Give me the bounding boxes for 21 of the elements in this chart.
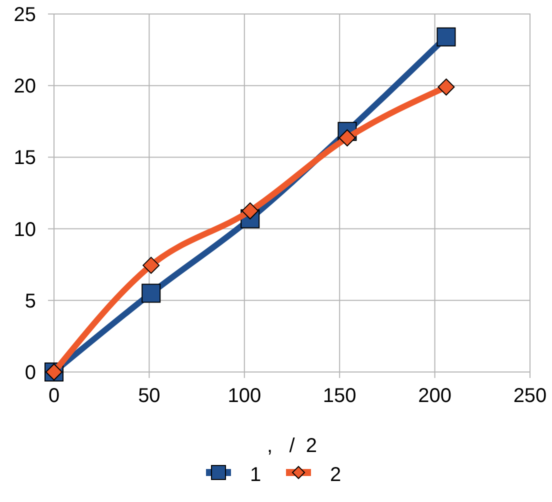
point <box>438 78 455 96</box>
y-tick-label: 25 <box>14 4 36 26</box>
point <box>242 202 259 220</box>
x-tick-label: 0 <box>48 385 60 407</box>
y-tick-label: 15 <box>14 147 36 170</box>
y-tick-label: 5 <box>24 290 36 312</box>
x-axis-title: , / 2 <box>266 435 318 457</box>
y-tick-label: 20 <box>14 76 36 98</box>
point <box>142 256 160 274</box>
point <box>436 27 456 46</box>
x-tick-label: 200 <box>418 385 452 407</box>
y-tick-label: 10 <box>14 218 36 241</box>
x-tick-label: 250 <box>513 385 547 407</box>
x-tick-label: 150 <box>322 385 356 407</box>
legend-label: 1 <box>250 464 262 486</box>
point <box>338 129 356 146</box>
y-tick-label: 0 <box>24 362 36 384</box>
x-tick-label: 50 <box>138 385 160 407</box>
point <box>142 284 161 303</box>
x-tick-label: 100 <box>228 385 262 407</box>
legend-label: 2 <box>330 464 342 486</box>
